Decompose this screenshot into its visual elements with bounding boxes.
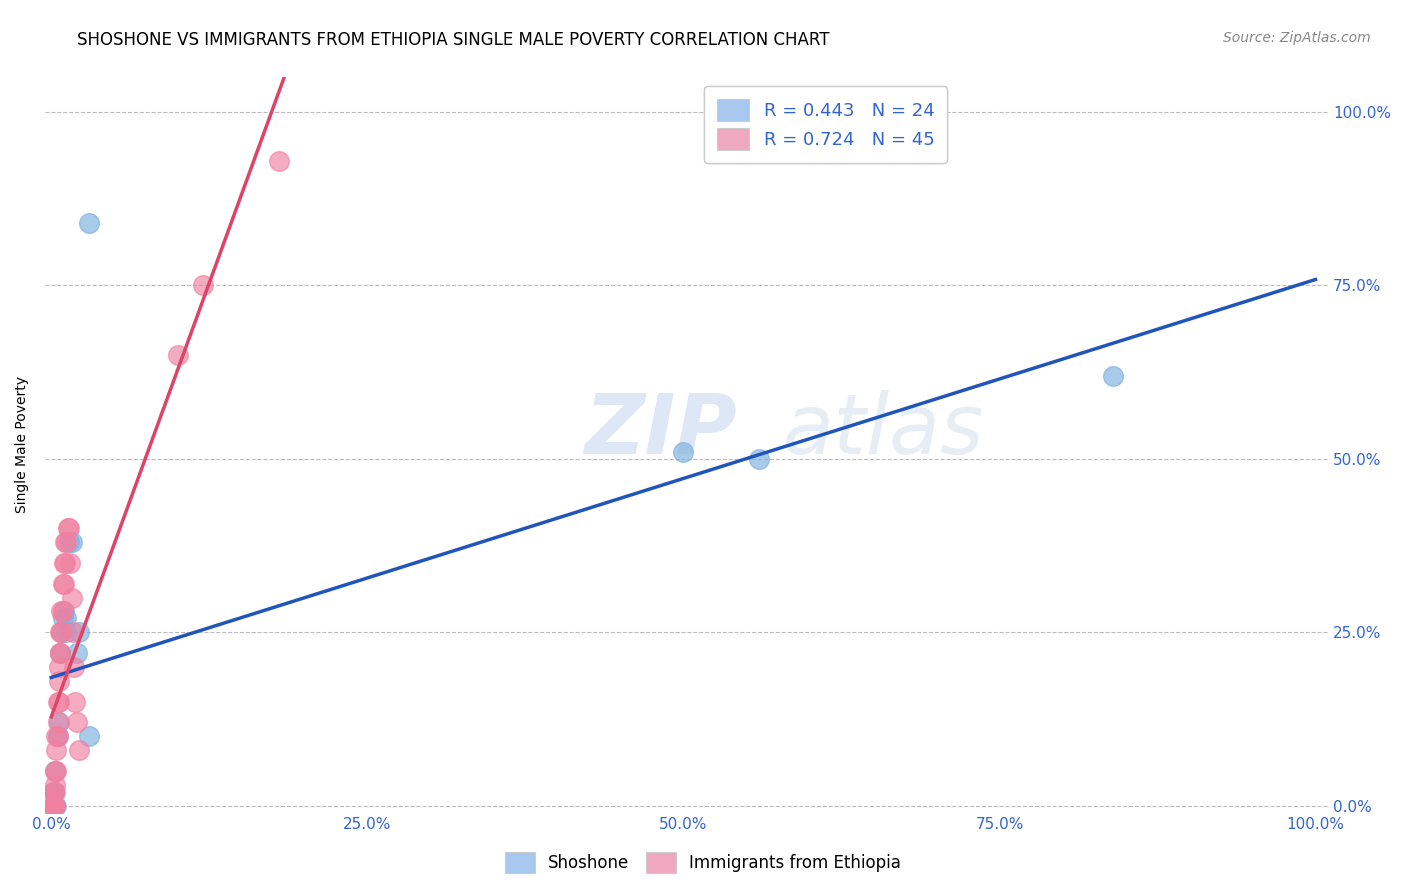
Legend: R = 0.443   N = 24, R = 0.724   N = 45: R = 0.443 N = 24, R = 0.724 N = 45 — [704, 87, 948, 163]
Point — [45, 764, 67, 778]
Point — [56, 521, 79, 535]
Legend: Shoshone, Immigrants from Ethiopia: Shoshone, Immigrants from Ethiopia — [498, 846, 908, 880]
Text: SHOSHONE VS IMMIGRANTS FROM ETHIOPIA SINGLE MALE POVERTY CORRELATION CHART: SHOSHONE VS IMMIGRANTS FROM ETHIOPIA SIN… — [77, 31, 830, 49]
Point — [53, 535, 76, 549]
Point — [53, 556, 76, 570]
Point — [166, 348, 188, 362]
Point — [46, 695, 69, 709]
Point — [48, 715, 70, 730]
Text: ZIP: ZIP — [583, 390, 737, 471]
Point — [49, 646, 72, 660]
Point — [55, 611, 77, 625]
Point — [58, 521, 80, 535]
Point — [267, 153, 290, 168]
Point — [49, 646, 72, 660]
Point — [44, 764, 66, 778]
Point — [63, 660, 86, 674]
Point — [41, 798, 63, 813]
Point — [46, 729, 69, 743]
Point — [51, 625, 73, 640]
Point — [42, 798, 65, 813]
Point — [52, 611, 75, 625]
Point — [44, 764, 66, 778]
Point — [65, 646, 87, 660]
Point — [41, 798, 63, 813]
Point — [44, 798, 66, 813]
Point — [52, 604, 75, 618]
Y-axis label: Single Male Poverty: Single Male Poverty — [15, 376, 30, 514]
Point — [67, 743, 90, 757]
Point — [45, 743, 67, 757]
Text: atlas: atlas — [783, 390, 984, 471]
Point — [748, 451, 770, 466]
Point — [42, 798, 65, 813]
Point — [55, 625, 77, 640]
Point — [42, 798, 65, 813]
Point — [49, 646, 72, 660]
Point — [44, 778, 66, 792]
Point — [48, 673, 70, 688]
Point — [52, 576, 75, 591]
Point — [59, 556, 82, 570]
Point — [60, 591, 83, 605]
Point — [41, 798, 63, 813]
Text: Source: ZipAtlas.com: Source: ZipAtlas.com — [1223, 31, 1371, 45]
Point — [45, 798, 67, 813]
Point — [67, 625, 90, 640]
Point — [44, 785, 66, 799]
Point — [46, 715, 69, 730]
Point — [41, 785, 63, 799]
Point — [52, 576, 75, 591]
Point — [41, 798, 63, 813]
Point — [65, 715, 87, 730]
Point — [42, 798, 65, 813]
Point — [48, 695, 70, 709]
Point — [42, 798, 65, 813]
Point — [52, 556, 75, 570]
Point — [672, 445, 695, 459]
Point — [55, 535, 77, 549]
Point — [48, 660, 70, 674]
Point — [60, 535, 83, 549]
Point — [77, 216, 100, 230]
Point — [49, 625, 72, 640]
Point — [65, 695, 87, 709]
Point — [62, 625, 84, 640]
Point — [1102, 368, 1125, 383]
Point — [191, 278, 214, 293]
Point — [58, 535, 80, 549]
Point — [45, 729, 67, 743]
Point — [42, 798, 65, 813]
Point — [42, 785, 65, 799]
Point — [42, 785, 65, 799]
Point — [46, 729, 69, 743]
Point — [52, 604, 75, 618]
Point — [51, 604, 73, 618]
Point — [51, 625, 73, 640]
Point — [77, 729, 100, 743]
